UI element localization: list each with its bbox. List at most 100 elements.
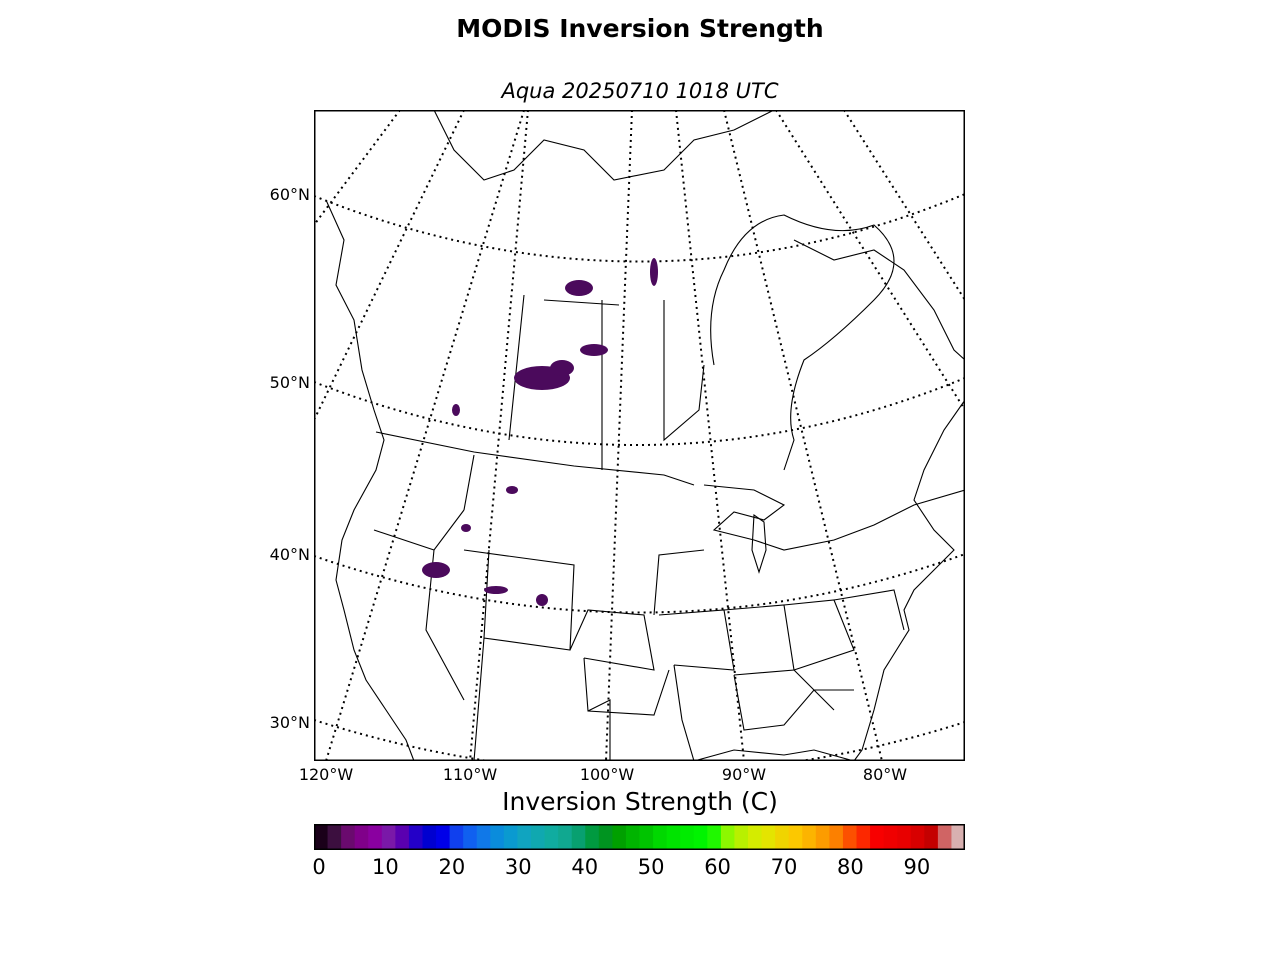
canada-us-border	[375, 431, 695, 486]
colorbar	[314, 824, 965, 850]
colorbar-segment	[314, 824, 329, 850]
colorbar-segment	[693, 824, 708, 850]
atlantic-coast	[853, 399, 965, 761]
colorbar-segment	[422, 824, 437, 850]
colorbar-segment	[897, 824, 912, 850]
colorbar-title: Inversion Strength (C)	[502, 787, 778, 816]
colorbar-segment	[571, 824, 586, 850]
colorbar-segment	[815, 824, 830, 850]
colorbar-segment	[327, 824, 342, 850]
colorbar-segment	[503, 824, 519, 850]
figure-subtitle: Aqua 20250710 1018 UTC	[501, 79, 779, 103]
colorbar-tick-label: 20	[438, 855, 466, 879]
colorbar-segment	[842, 824, 858, 850]
hudson-bay	[710, 214, 895, 471]
data-cluster-sask-b	[550, 360, 574, 376]
meridian-70w	[775, 110, 965, 411]
meridian-90w	[675, 110, 745, 761]
colorbar-segment	[612, 824, 627, 850]
colorbar-segment	[802, 824, 817, 850]
lat-label-60n: 60°N	[269, 185, 310, 204]
colorbar-segment	[775, 824, 790, 850]
colorbar-segment	[598, 824, 613, 850]
colorbar-tick-label: 40	[571, 855, 599, 879]
colorbar-segment	[531, 824, 546, 850]
colorbar-segment	[720, 824, 736, 850]
inversion-data	[422, 258, 658, 606]
gulf-coast	[693, 749, 855, 761]
colorbar-tick-label: 30	[504, 855, 532, 879]
lake-michigan	[751, 513, 767, 574]
lon-label-120w: 120°W	[298, 765, 354, 784]
data-cluster-wyoming	[506, 486, 518, 494]
colorbar-segment	[476, 824, 491, 850]
colorbar-segment	[707, 824, 722, 850]
parallel-30n	[314, 719, 965, 761]
data-cluster-montana	[452, 404, 460, 416]
us-state-borders	[373, 454, 905, 761]
colorbar-tick-label: 0	[312, 855, 326, 879]
colorbar-segment	[748, 824, 763, 850]
colorbar-segment	[924, 824, 939, 850]
parallel-60n	[314, 193, 965, 263]
data-cluster-north	[565, 280, 593, 296]
colorbar-tick-label: 50	[637, 855, 665, 879]
data-cluster-utah	[461, 524, 471, 532]
parallel-40n	[314, 553, 965, 614]
great-lakes	[703, 484, 965, 551]
colorbar-segment	[341, 824, 356, 850]
colorbar-segment	[449, 824, 464, 850]
colorbar-segment	[395, 824, 410, 850]
colorbar-tick-label: 60	[704, 855, 731, 879]
colorbar-segment	[883, 824, 898, 850]
colorbar-segments	[314, 824, 965, 850]
colorbar-segment	[517, 824, 532, 850]
colorbar-frame	[314, 824, 965, 850]
figure-title: MODIS Inversion Strength	[456, 14, 824, 43]
labrador-coast	[793, 239, 965, 361]
colorbar-tick-label: 80	[837, 855, 864, 879]
colorbar-segment	[788, 824, 803, 850]
lon-label-90w: 90°W	[721, 765, 767, 784]
colorbar-tick-label: 90	[903, 855, 931, 879]
colorbar-segment	[381, 824, 396, 850]
map-background	[314, 110, 965, 761]
colorbar-segment	[734, 824, 749, 850]
lat-label-30n: 30°N	[269, 713, 310, 732]
pacific-coast	[325, 199, 415, 761]
colorbar-segment	[680, 824, 695, 850]
parallel-50n	[314, 377, 965, 446]
colorbar-segment	[558, 824, 573, 850]
colorbar-segment	[937, 824, 953, 850]
data-cluster-idaho	[422, 562, 450, 578]
data-cluster-north-b	[650, 258, 658, 286]
colorbar-segment	[436, 824, 451, 850]
colorbar-segment	[585, 824, 600, 850]
meridian-80w	[723, 110, 883, 761]
colorbar-segment	[354, 824, 369, 850]
lat-label-50n: 50°N	[269, 373, 310, 392]
colorbar-segment	[856, 824, 871, 850]
colorbar-segment	[625, 824, 641, 850]
map-panel	[314, 110, 966, 762]
colorbar-segment	[761, 824, 776, 850]
colorbar-segment	[666, 824, 681, 850]
colorbar-tick-label: 70	[770, 855, 798, 879]
colorbar-segment	[639, 824, 654, 850]
colorbar-segment	[490, 824, 505, 850]
graticule	[314, 110, 965, 761]
map-canvas	[314, 110, 965, 761]
colorbar-segment	[368, 824, 383, 850]
colorbar-segment	[829, 824, 844, 850]
map-frame	[314, 110, 965, 761]
colorbar-segment	[463, 824, 478, 850]
meridian-110w	[469, 110, 529, 761]
data-cluster-colorado-b	[536, 594, 548, 606]
colorbar-segment	[408, 824, 424, 850]
lat-label-40n: 40°N	[269, 545, 310, 564]
meridian-65w	[843, 110, 965, 301]
colorbar-segment	[544, 824, 559, 850]
lon-label-80w: 80°W	[862, 765, 908, 784]
province-borders	[508, 294, 705, 470]
lon-label-100w: 100°W	[579, 765, 635, 784]
